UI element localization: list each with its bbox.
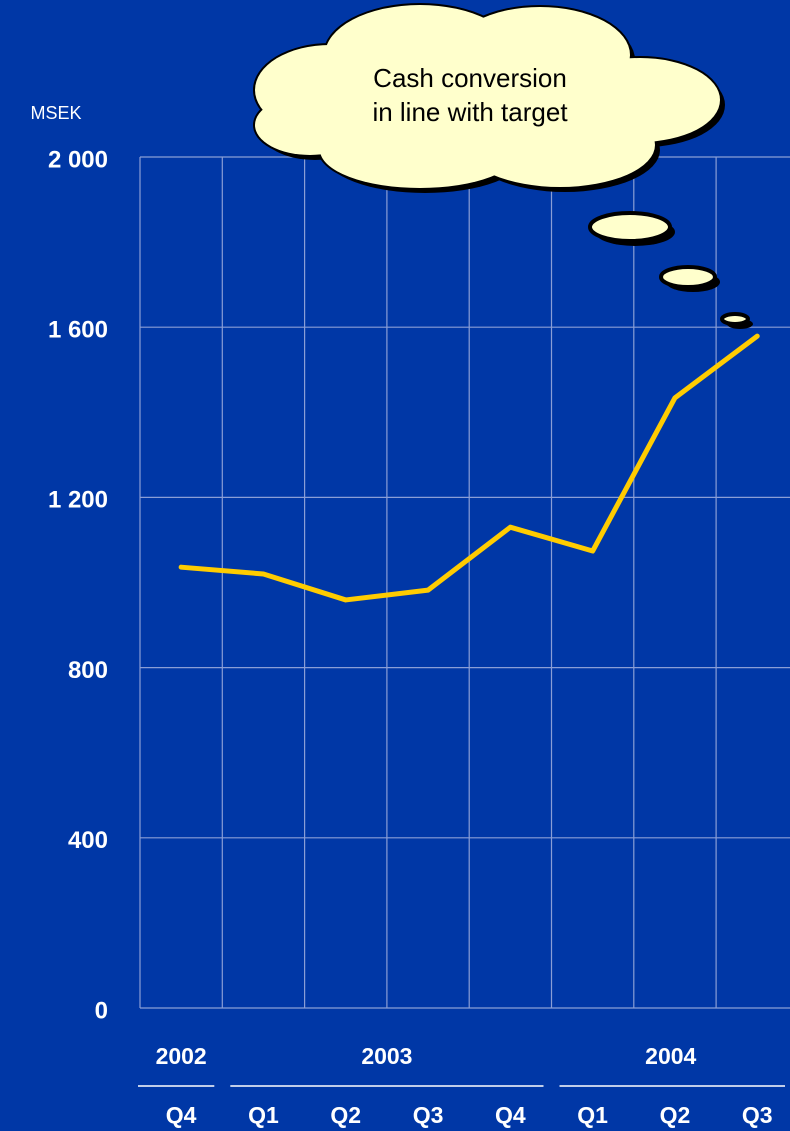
- x-tick-label: Q1: [577, 1102, 608, 1128]
- annotation: Cash conversion: [373, 63, 567, 93]
- x-tick-label: Q2: [660, 1102, 691, 1128]
- y-tick-label: 0: [95, 997, 108, 1024]
- year-label: 2002: [156, 1043, 207, 1069]
- annotation: in line with target: [372, 97, 568, 127]
- lines: [178, 333, 760, 603]
- cloud-fill: [255, 5, 720, 188]
- y-tick-label: 800: [68, 657, 108, 684]
- y-tick-label: 2 000: [48, 146, 108, 173]
- thought-cloud: Cash conversion in line with target: [253, 3, 753, 329]
- y-tick-label: 1 200: [48, 487, 108, 514]
- x-tick-label: Q4: [495, 1102, 526, 1128]
- x-tick-label: Q3: [413, 1102, 444, 1128]
- x-tick-label: Q2: [330, 1102, 361, 1128]
- year-label: 2003: [361, 1043, 412, 1069]
- grid: [139, 156, 790, 1009]
- x-tick-label: Q4: [166, 1102, 197, 1128]
- data-line: [178, 333, 760, 603]
- y-tick-label: 1 600: [48, 317, 108, 344]
- x-tick-label: Q3: [742, 1102, 773, 1128]
- year-label: 2004: [645, 1043, 696, 1069]
- y-tick-label: 400: [68, 827, 108, 854]
- x-tick-label: Q1: [248, 1102, 279, 1128]
- y-axis-label: MSEK: [30, 103, 81, 123]
